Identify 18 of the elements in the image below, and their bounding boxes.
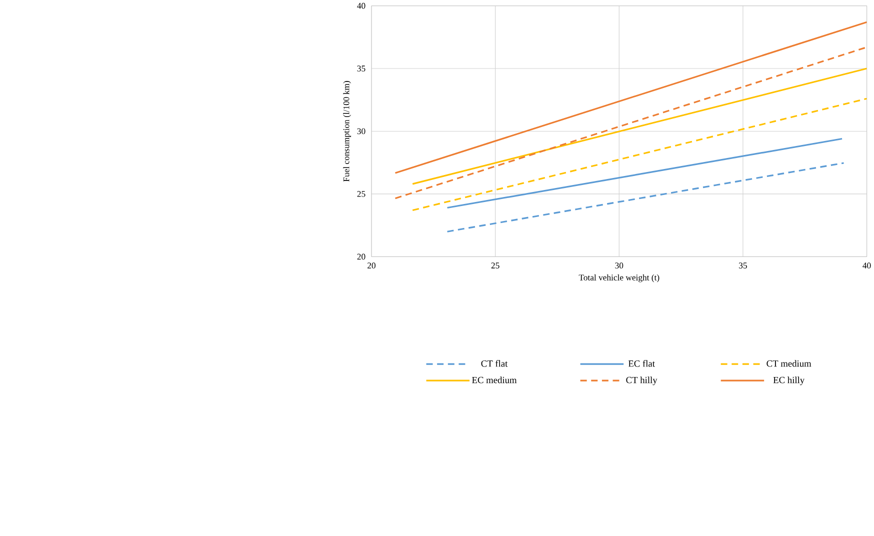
x-axis-title: Total vehicle weight (t) — [578, 274, 660, 282]
x-tick-label: 20 — [368, 262, 376, 268]
x-tick-label: 35 — [739, 262, 747, 268]
x-tick-label: 30 — [615, 262, 624, 268]
y-tick-label: 35 — [357, 65, 366, 72]
y-tick-label: 20 — [357, 254, 366, 260]
legend-label: CT flat — [481, 360, 508, 367]
legend-label: CT hilly — [626, 376, 658, 385]
legend-label: EC medium — [472, 376, 517, 383]
x-tick-label: 40 — [862, 262, 871, 268]
legend-label: EC flat — [628, 360, 655, 367]
y-axis-title: Fuel consumption (l/100 km) — [343, 80, 352, 182]
x-tick-label: 25 — [491, 262, 500, 268]
legend-label: EC hilly — [773, 376, 805, 385]
y-tick-label: 30 — [357, 128, 366, 134]
y-tick-label: 40 — [357, 2, 366, 8]
y-tick-label: 25 — [357, 190, 366, 197]
legend-label: CT medium — [766, 360, 812, 366]
